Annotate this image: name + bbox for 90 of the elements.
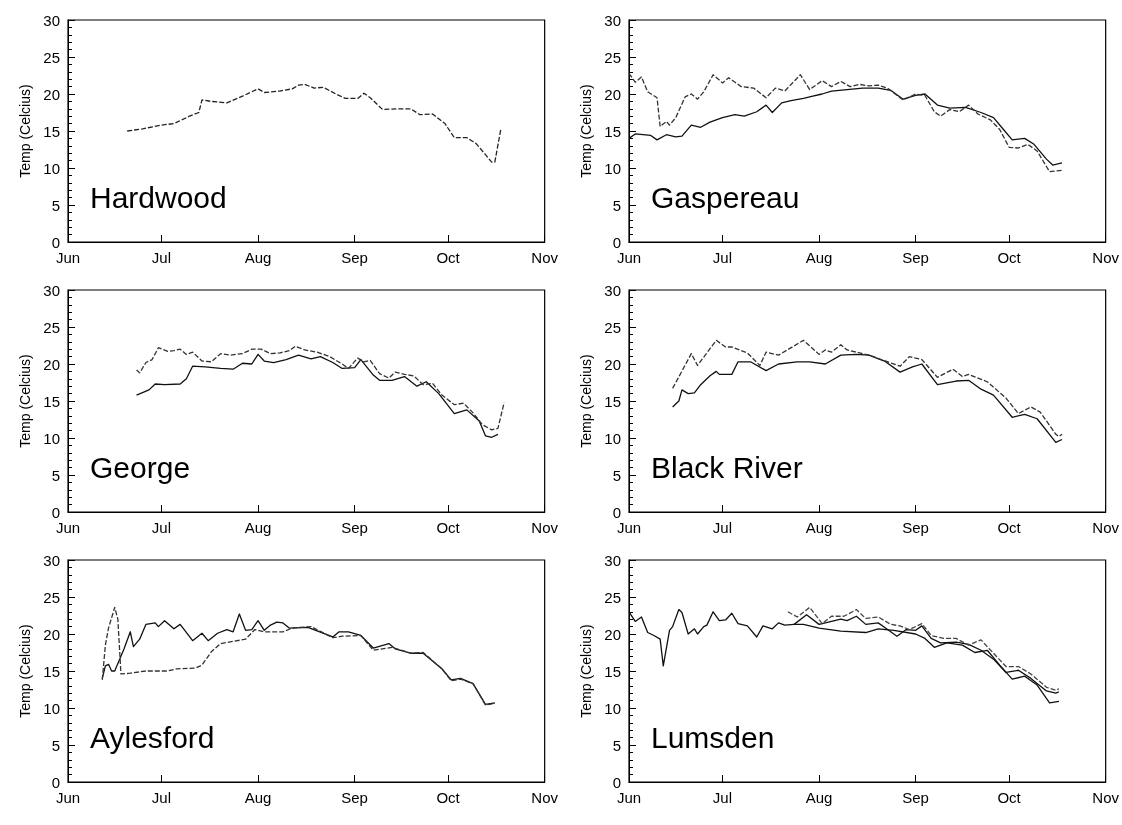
y-tick-label: 15 <box>43 122 60 140</box>
y-tick-label: 10 <box>604 699 621 717</box>
x-tick-label: Jul <box>151 249 172 266</box>
y-axis-title: Temp (Celcius) <box>17 354 33 448</box>
x-tick-label: Aug <box>805 249 833 266</box>
y-tick-label: 5 <box>612 466 621 484</box>
y-tick-label: 25 <box>43 318 60 336</box>
y-tick-label: 30 <box>604 281 621 299</box>
x-tick-label: Oct <box>997 519 1022 536</box>
x-tick-label: Aug <box>805 789 833 806</box>
annotation: Black River <box>651 450 803 484</box>
x-tick-label: Oct <box>436 789 461 806</box>
y-tick-label: 15 <box>43 662 60 680</box>
x-tick-label: Jul <box>151 519 172 536</box>
x-tick-label: Jun <box>55 249 81 266</box>
x-tick-label: Aug <box>244 519 272 536</box>
x-tick-label: Jun <box>55 519 81 536</box>
x-tick-label: Nov <box>1092 249 1120 266</box>
y-tick-label: 15 <box>604 662 621 680</box>
x-tick-label: Nov <box>1092 519 1120 536</box>
x-tick-label: Jun <box>55 789 81 806</box>
x-tick-label: Jul <box>151 789 172 806</box>
x-tick-label: Nov <box>531 519 559 536</box>
y-tick-label: 25 <box>604 318 621 336</box>
y-tick-label: 30 <box>43 551 60 569</box>
x-tick-label: Aug <box>244 789 272 806</box>
y-tick-label: 20 <box>43 625 60 643</box>
y-tick-label: 15 <box>604 392 621 410</box>
y-tick-label: 0 <box>51 503 60 521</box>
x-tick-label: Sep <box>902 249 929 266</box>
x-tick-label: Oct <box>997 789 1022 806</box>
y-axis-title: Temp (Celcius) <box>578 354 594 448</box>
x-tick-label: Jul <box>712 789 733 806</box>
x-tick-label: Jun <box>616 519 642 536</box>
x-tick-label: Sep <box>341 789 368 806</box>
x-tick-label: Oct <box>436 249 461 266</box>
y-tick-label: 30 <box>43 11 60 29</box>
x-tick-label: Nov <box>531 789 559 806</box>
y-axis-title: Temp (Celcius) <box>578 624 594 718</box>
y-tick-label: 30 <box>43 281 60 299</box>
y-tick-label: 10 <box>43 699 60 717</box>
y-tick-label: 0 <box>612 773 621 791</box>
y-tick-label: 15 <box>43 392 60 410</box>
y-tick-label: 5 <box>51 466 60 484</box>
x-tick-label: Sep <box>902 519 929 536</box>
y-tick-label: 10 <box>43 159 60 177</box>
y-tick-label: 5 <box>51 736 60 754</box>
y-tick-label: 10 <box>604 429 621 447</box>
y-axis-title: Temp (Celcius) <box>17 84 33 178</box>
y-axis-title: Temp (Celcius) <box>578 84 594 178</box>
annotation: George <box>90 450 191 484</box>
x-tick-label: Nov <box>531 249 559 266</box>
y-tick-label: 25 <box>43 48 60 66</box>
y-tick-label: 0 <box>51 233 60 251</box>
y-tick-label: 25 <box>43 588 60 606</box>
x-tick-label: Sep <box>341 249 368 266</box>
y-axis-title: Temp (Celcius) <box>17 624 33 718</box>
y-tick-label: 20 <box>43 355 60 373</box>
y-tick-label: 30 <box>604 11 621 29</box>
y-tick-label: 20 <box>43 85 60 103</box>
x-tick-label: Sep <box>341 519 368 536</box>
y-tick-label: 5 <box>51 196 60 214</box>
x-tick-label: Aug <box>805 519 833 536</box>
x-tick-label: Oct <box>997 249 1022 266</box>
y-tick-label: 25 <box>604 588 621 606</box>
y-tick-label: 20 <box>604 355 621 373</box>
y-tick-label: 25 <box>604 48 621 66</box>
y-tick-label: 0 <box>612 233 621 251</box>
x-tick-label: Sep <box>902 789 929 806</box>
annotation: Hardwood <box>90 180 227 214</box>
x-tick-label: Aug <box>244 249 272 266</box>
x-tick-label: Jun <box>616 789 642 806</box>
y-tick-label: 5 <box>612 736 621 754</box>
annotation: Lumsden <box>651 720 775 754</box>
y-tick-label: 0 <box>612 503 621 521</box>
x-tick-label: Nov <box>1092 789 1120 806</box>
y-tick-label: 0 <box>51 773 60 791</box>
x-tick-label: Jul <box>712 519 733 536</box>
y-tick-label: 30 <box>604 551 621 569</box>
y-tick-label: 10 <box>604 159 621 177</box>
y-tick-label: 10 <box>43 429 60 447</box>
y-tick-label: 20 <box>604 85 621 103</box>
y-tick-label: 5 <box>612 196 621 214</box>
x-tick-label: Jul <box>712 249 733 266</box>
x-tick-label: Jun <box>616 249 642 266</box>
annotation: Gaspereau <box>651 180 800 214</box>
y-tick-label: 15 <box>604 122 621 140</box>
x-tick-label: Oct <box>436 519 461 536</box>
y-tick-label: 20 <box>604 625 621 643</box>
annotation: Aylesford <box>90 720 215 754</box>
